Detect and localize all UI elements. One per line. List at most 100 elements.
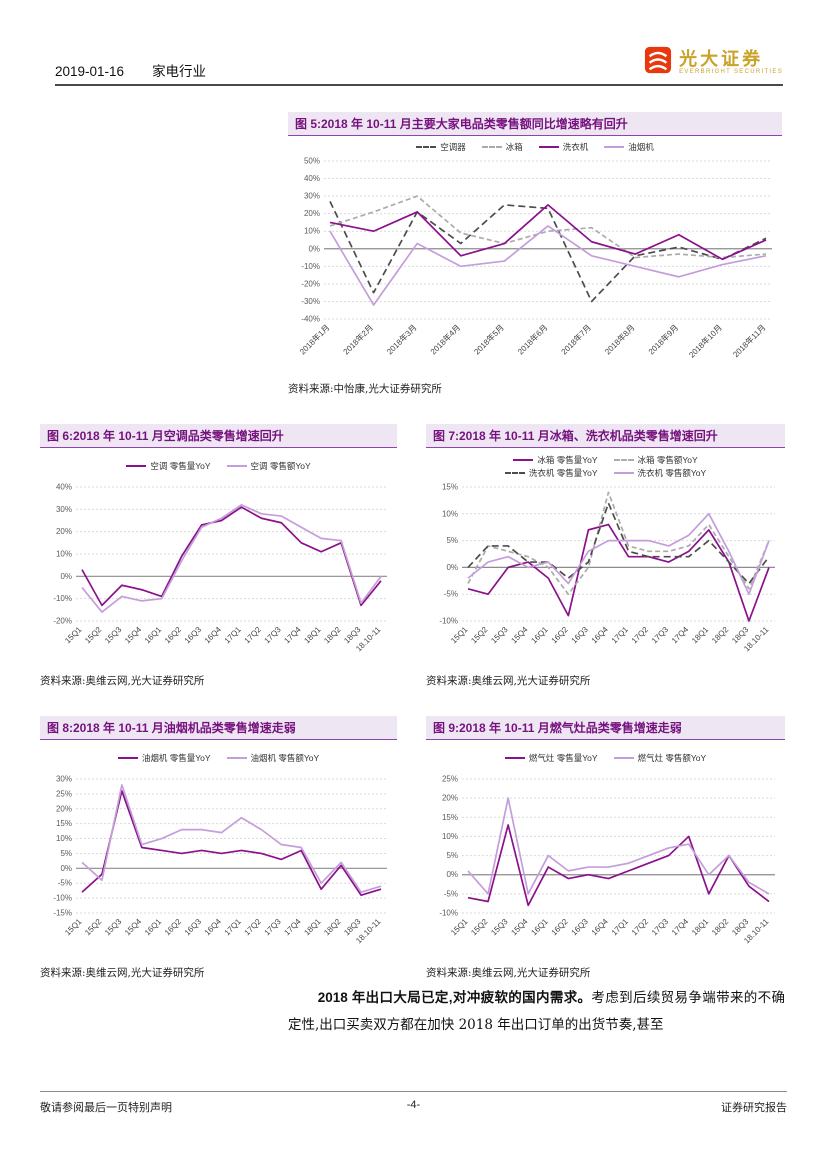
svg-text:2018年7月: 2018年7月 bbox=[559, 322, 593, 356]
svg-text:2018年8月: 2018年8月 bbox=[602, 322, 636, 356]
svg-text:17Q4: 17Q4 bbox=[282, 917, 303, 938]
figure-9-legend: 燃气灶 零售量YoY 燃气灶 零售额YoY bbox=[426, 745, 785, 771]
svg-text:5%: 5% bbox=[446, 536, 458, 545]
svg-text:15%: 15% bbox=[442, 813, 458, 822]
svg-text:15Q3: 15Q3 bbox=[103, 625, 124, 646]
legend-label: 油烟机 bbox=[628, 142, 654, 152]
figure-8-title: 图 8:2018 年 10-11 月油烟机品类零售增速走弱 bbox=[40, 716, 397, 740]
svg-text:15Q4: 15Q4 bbox=[509, 625, 530, 646]
chart-canvas: -10%-5%0%5%10%15%20%25%15Q1 15Q2 15Q3 15Q4 1… bbox=[439, 775, 775, 945]
svg-text:15Q2: 15Q2 bbox=[83, 917, 104, 938]
series-空调器 bbox=[329, 201, 767, 303]
industry-label: 家电行业 bbox=[152, 64, 207, 79]
svg-text:17Q2: 17Q2 bbox=[243, 917, 264, 938]
legend-item: 洗衣机 零售额YoY bbox=[613, 467, 706, 479]
svg-text:30%: 30% bbox=[56, 775, 72, 784]
chart-canvas: -20%-10%0%10%20%30%40%15Q1 15Q2 15Q3 15Q4 16… bbox=[53, 483, 387, 653]
legend-item: 洗衣机 零售量YoY bbox=[504, 467, 598, 479]
svg-text:10%: 10% bbox=[442, 832, 458, 841]
svg-text:15Q1: 15Q1 bbox=[449, 625, 470, 646]
legend-item: 燃气灶 零售量YoY bbox=[504, 752, 598, 764]
legend-line-swatch bbox=[613, 471, 634, 474]
figure-5-source: 资料来源:中怡康,光大证券研究所 bbox=[288, 383, 442, 395]
svg-text:18Q2: 18Q2 bbox=[322, 917, 343, 938]
svg-text:17Q1: 17Q1 bbox=[610, 625, 631, 646]
svg-text:15Q4: 15Q4 bbox=[509, 917, 530, 938]
figure-5-chart: -40% -30% -20% -10% 0% 10% 20% 30% 40% 50% 2018年1月… bbox=[288, 153, 782, 375]
svg-text:-5%: -5% bbox=[444, 889, 458, 898]
page-number: -4- bbox=[406, 1099, 421, 1111]
svg-text:25%: 25% bbox=[56, 789, 72, 798]
series-冰箱 零售额YoY bbox=[467, 491, 770, 596]
svg-text:17Q3: 17Q3 bbox=[650, 917, 671, 938]
svg-text:-10%: -10% bbox=[53, 594, 72, 603]
figure-9-source: 资料来源:奥维云网,光大证券研究所 bbox=[426, 967, 591, 979]
legend-line-swatch bbox=[513, 458, 534, 461]
svg-text:15%: 15% bbox=[56, 819, 72, 828]
svg-text:25%: 25% bbox=[442, 775, 458, 784]
footer-divider bbox=[40, 1091, 787, 1092]
svg-text:-5%: -5% bbox=[444, 590, 458, 599]
footer-disclaimer: 敬请参阅最后一页特别声明 bbox=[40, 1102, 172, 1114]
figure-7-legend: 冰箱 零售量YoY 冰箱 零售额YoY 洗衣机 零售量YoY 洗衣机 零售额YoY bbox=[481, 453, 731, 479]
series-洗衣机 bbox=[329, 204, 767, 261]
chart-canvas: -10%-5%0%5%10%15%15Q1 15Q2 15Q3 15Q4 16Q1 16Q… bbox=[439, 483, 775, 653]
svg-text:17Q4: 17Q4 bbox=[670, 917, 691, 938]
svg-text:-20%: -20% bbox=[301, 279, 320, 288]
body-bold-text: 2018 年出口大局已定,对冲疲软的国内需求。 bbox=[317, 990, 592, 1005]
svg-text:17Q2: 17Q2 bbox=[630, 625, 651, 646]
figure-6-legend: 空调 零售量YoY 空调 零售额YoY bbox=[40, 453, 397, 479]
figure-7-title: 图 7:2018 年 10-11 月冰箱、洗衣机品类零售增速回升 bbox=[426, 424, 785, 448]
svg-text:15Q3: 15Q3 bbox=[489, 625, 510, 646]
figure-7: 图 7:2018 年 10-11 月冰箱、洗衣机品类零售增速回升 冰箱 零售量Y… bbox=[426, 424, 785, 688]
svg-text:5%: 5% bbox=[446, 851, 458, 860]
legend-label: 洗衣机 零售量YoY bbox=[528, 467, 598, 478]
figure-8-source: 资料来源:奥维云网,光大证券研究所 bbox=[40, 967, 205, 979]
svg-text:10%: 10% bbox=[56, 550, 72, 559]
legend-line-swatch bbox=[504, 471, 525, 474]
legend-item: 冰箱 bbox=[481, 141, 523, 153]
svg-text:0%: 0% bbox=[446, 563, 458, 572]
svg-text:17Q3: 17Q3 bbox=[263, 625, 284, 646]
svg-text:2018年5月: 2018年5月 bbox=[472, 322, 506, 356]
footer-report-type: 证券研究报告 bbox=[721, 1102, 787, 1114]
svg-text:10%: 10% bbox=[56, 834, 72, 843]
series-油烟机 零售额YoY bbox=[81, 784, 382, 894]
figure-5: 图 5:2018 年 10-11 月主要大家电品类零售额同比增速略有回升 空调器… bbox=[288, 112, 782, 396]
svg-text:2018年3月: 2018年3月 bbox=[384, 322, 418, 356]
svg-text:2018年9月: 2018年9月 bbox=[646, 322, 680, 356]
svg-text:17Q1: 17Q1 bbox=[223, 625, 244, 646]
svg-text:16Q4: 16Q4 bbox=[203, 625, 224, 646]
svg-text:0%: 0% bbox=[60, 572, 72, 581]
legend-label: 洗衣机 bbox=[562, 142, 589, 152]
legend-label: 燃气灶 零售量YoY bbox=[528, 753, 598, 763]
legend-item: 洗衣机 bbox=[538, 141, 589, 153]
page-header: 2019-01-16 家电行业 光大证券 EVERBRIGHT SECURITIE… bbox=[55, 46, 783, 80]
svg-text:-5%: -5% bbox=[58, 879, 72, 888]
svg-text:20%: 20% bbox=[56, 804, 72, 813]
svg-text:15Q3: 15Q3 bbox=[103, 917, 124, 938]
figure-5-title: 图 5:2018 年 10-11 月主要大家电品类零售额同比增速略有回升 bbox=[288, 112, 782, 136]
series-油烟机 零售量YoY bbox=[81, 790, 382, 896]
legend-item: 空调 零售量YoY bbox=[126, 460, 211, 472]
svg-text:18Q1: 18Q1 bbox=[302, 917, 323, 938]
everbright-logo-icon bbox=[644, 46, 672, 79]
figure-7-chart: -10% -5% 0% 5% 10% 15% 15Q1 15Q2 15Q3 15Q4 16Q1 16Q… bbox=[426, 479, 785, 667]
figure-6: 图 6:2018 年 10-11 月空调品类零售增速回升 空调 零售量YoY 空调… bbox=[40, 424, 397, 688]
legend-line-swatch bbox=[613, 757, 634, 759]
svg-text:50%: 50% bbox=[304, 157, 320, 166]
svg-text:18Q2: 18Q2 bbox=[710, 917, 731, 938]
series-燃气灶 零售量YoY bbox=[467, 824, 770, 907]
svg-text:-20%: -20% bbox=[53, 617, 72, 626]
svg-text:17Q3: 17Q3 bbox=[263, 917, 284, 938]
svg-text:20%: 20% bbox=[442, 794, 458, 803]
page-footer: 敬请参阅最后一页特别声明 -4- 证券研究报告 bbox=[40, 1099, 787, 1115]
series-空调 零售额YoY bbox=[81, 504, 382, 613]
figure-6-chart: -20% -10% 0% 10% 20% 30% 40% 15Q1 15Q2 15Q3 15Q4 16… bbox=[40, 479, 397, 667]
legend-label: 燃气灶 零售额YoY bbox=[637, 753, 707, 763]
svg-text:16Q4: 16Q4 bbox=[590, 625, 611, 646]
svg-text:16Q3: 16Q3 bbox=[570, 917, 591, 938]
legend-item: 油烟机 零售额YoY bbox=[226, 752, 319, 764]
legend-item: 冰箱 零售额YoY bbox=[613, 454, 698, 466]
